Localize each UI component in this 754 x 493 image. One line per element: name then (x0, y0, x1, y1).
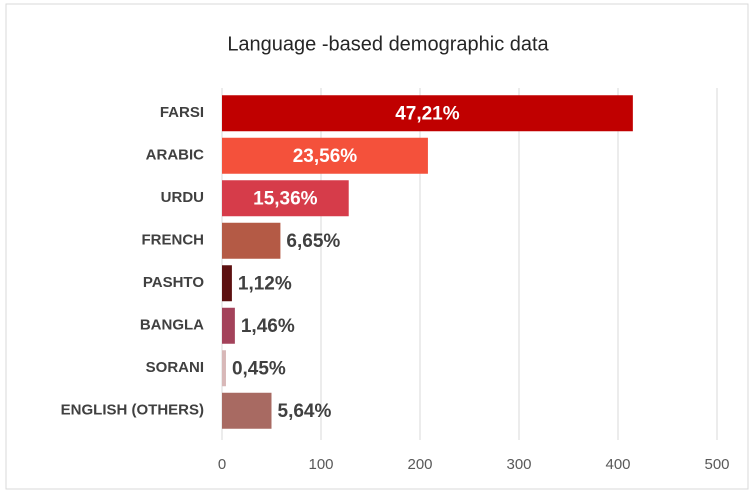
y-tick-label: URDU (161, 189, 204, 206)
value-label: 0,45% (232, 358, 286, 379)
y-tick-label: BANGLA (140, 317, 204, 334)
x-tick-label: 100 (308, 456, 333, 473)
x-tick-label: 500 (704, 456, 729, 473)
bar (222, 265, 232, 302)
bar (222, 350, 226, 387)
value-label: 1,12% (238, 273, 292, 294)
y-tick-label: FRENCH (142, 232, 205, 249)
bar (222, 95, 633, 132)
value-label: 5,64% (278, 401, 332, 422)
y-tick-label: FARSI (160, 104, 204, 121)
x-tick-label: 200 (407, 456, 432, 473)
value-label: 23,56% (293, 146, 358, 167)
value-label: 1,46% (241, 316, 295, 337)
y-tick-label: ENGLISH (OTHERS) (61, 402, 204, 419)
y-tick-label: PASHTO (143, 274, 204, 291)
value-label: 6,65% (286, 231, 340, 252)
value-label: 47,21% (395, 103, 460, 124)
bar (222, 222, 281, 259)
bar (222, 137, 428, 174)
bar (222, 307, 235, 344)
x-tick-label: 400 (605, 456, 630, 473)
x-tick-label: 300 (506, 456, 531, 473)
value-label: 15,36% (253, 188, 318, 209)
y-tick-label: SORANI (146, 359, 204, 376)
bar (222, 180, 349, 217)
chart-title: Language -based demographic data (227, 33, 549, 55)
bar (222, 392, 272, 429)
chart-border (5, 3, 749, 490)
x-tick-label: 0 (218, 456, 226, 473)
y-tick-label: ARABIC (146, 147, 204, 164)
